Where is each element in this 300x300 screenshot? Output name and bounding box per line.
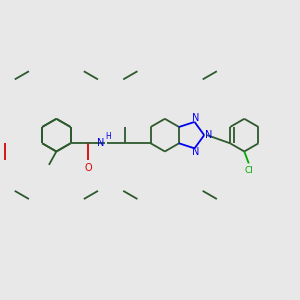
Text: O: O xyxy=(85,163,92,173)
Text: H: H xyxy=(106,132,111,141)
Text: N: N xyxy=(205,130,212,140)
Text: N: N xyxy=(192,113,200,123)
Text: Cl: Cl xyxy=(245,166,254,175)
Text: N: N xyxy=(97,138,104,148)
Text: N: N xyxy=(192,147,200,157)
